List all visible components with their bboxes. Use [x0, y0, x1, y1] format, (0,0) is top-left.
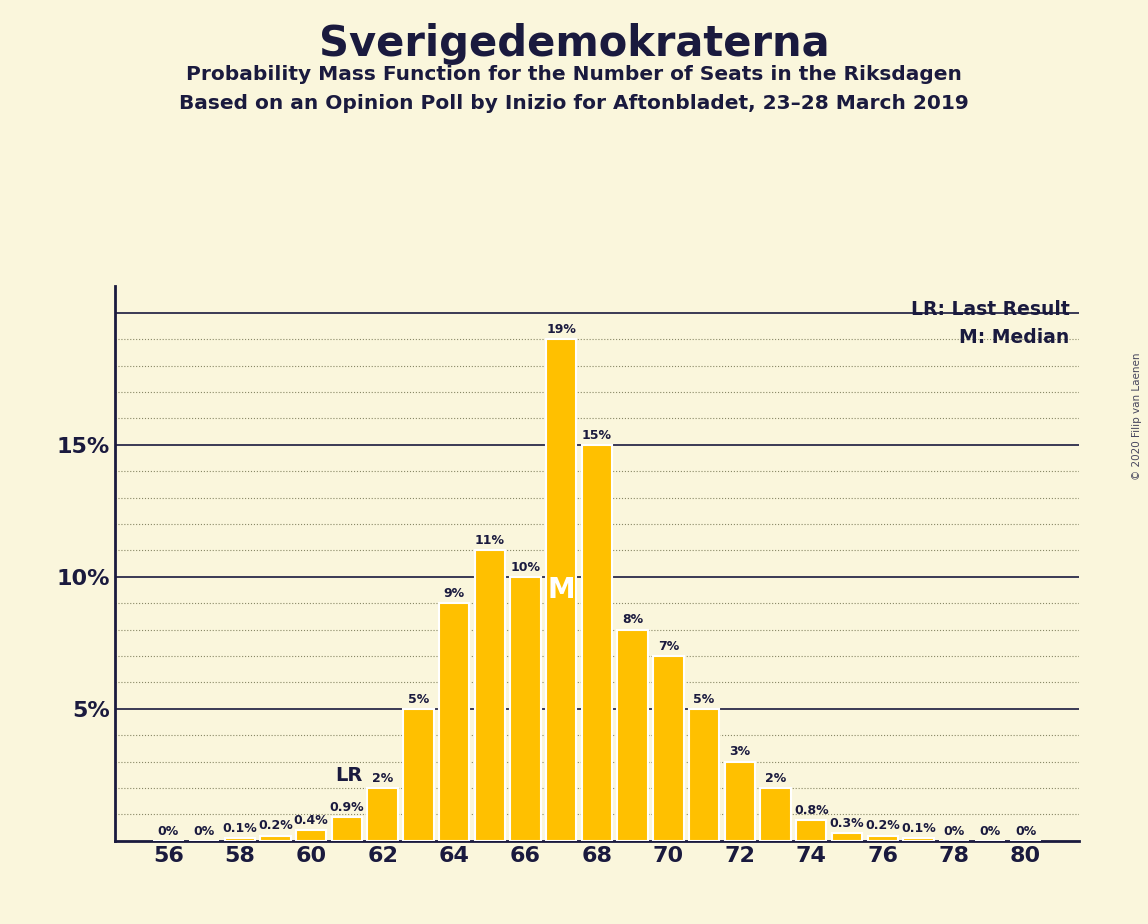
Text: Probability Mass Function for the Number of Seats in the Riksdagen: Probability Mass Function for the Number…	[186, 65, 962, 84]
Bar	[760, 788, 791, 841]
Bar	[653, 656, 683, 841]
Bar	[903, 838, 933, 841]
Text: © 2020 Filip van Laenen: © 2020 Filip van Laenen	[1132, 352, 1142, 480]
Bar	[403, 709, 434, 841]
Text: 0.8%: 0.8%	[794, 804, 829, 817]
Text: 9%: 9%	[443, 587, 465, 600]
Text: 5%: 5%	[693, 693, 715, 706]
Text: 3%: 3%	[729, 746, 751, 759]
Text: M: M	[548, 576, 575, 604]
Text: 5%: 5%	[408, 693, 429, 706]
Text: 2%: 2%	[765, 772, 786, 784]
Text: 0.4%: 0.4%	[294, 814, 328, 827]
Text: 0%: 0%	[1015, 825, 1037, 838]
Text: Based on an Opinion Poll by Inizio for Aftonbladet, 23–28 March 2019: Based on an Opinion Poll by Inizio for A…	[179, 94, 969, 114]
Bar	[225, 838, 255, 841]
Text: 0.2%: 0.2%	[258, 820, 293, 833]
Bar	[724, 761, 755, 841]
Bar	[796, 820, 827, 841]
Bar	[868, 835, 898, 841]
Text: 2%: 2%	[372, 772, 394, 784]
Text: 8%: 8%	[622, 614, 643, 626]
Bar	[439, 603, 470, 841]
Text: 0.1%: 0.1%	[223, 822, 257, 835]
Text: 0%: 0%	[157, 825, 179, 838]
Text: 0.9%: 0.9%	[329, 801, 364, 814]
Bar	[582, 444, 612, 841]
Text: 0.1%: 0.1%	[901, 822, 936, 835]
Bar	[332, 817, 362, 841]
Bar	[296, 831, 326, 841]
Bar	[689, 709, 720, 841]
Text: 0%: 0%	[194, 825, 215, 838]
Bar	[546, 339, 576, 841]
Text: 10%: 10%	[511, 561, 541, 574]
Text: 0.2%: 0.2%	[866, 820, 900, 833]
Text: 15%: 15%	[582, 429, 612, 442]
Text: 0%: 0%	[979, 825, 1000, 838]
Text: Sverigedemokraterna: Sverigedemokraterna	[319, 23, 829, 65]
Bar	[261, 835, 290, 841]
Bar	[367, 788, 398, 841]
Bar	[618, 629, 647, 841]
Text: 19%: 19%	[546, 323, 576, 336]
Text: 7%: 7%	[658, 640, 678, 653]
Text: M: Median: M: Median	[960, 328, 1070, 347]
Bar	[832, 833, 862, 841]
Text: 0%: 0%	[944, 825, 964, 838]
Bar	[474, 551, 505, 841]
Bar	[511, 577, 541, 841]
Text: 0.3%: 0.3%	[830, 817, 864, 830]
Text: LR: LR	[335, 766, 363, 784]
Text: 11%: 11%	[475, 534, 505, 547]
Text: LR: Last Result: LR: Last Result	[910, 300, 1070, 320]
